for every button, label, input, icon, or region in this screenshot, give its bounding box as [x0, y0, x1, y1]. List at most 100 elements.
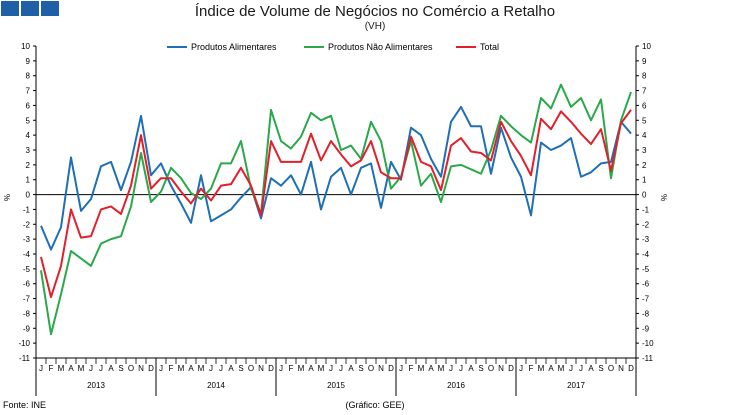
x-tick-label: A [68, 364, 74, 373]
x-tick-label: S [598, 364, 603, 373]
y-tick-label-right: 5 [642, 116, 647, 125]
chart-legend: Produtos Alimentares Produtos Não Alimen… [0, 42, 750, 56]
y-tick-label-right: -4 [642, 250, 650, 259]
x-tick-label: O [368, 364, 374, 373]
x-tick-label: D [148, 364, 154, 373]
logo-square [41, 1, 59, 16]
y-tick-label-left: -11 [19, 354, 31, 363]
x-tick-label: M [298, 364, 305, 373]
y-tick-label-left: 1 [26, 176, 31, 185]
series-line-produtos-n-o-alimentares [40, 83, 632, 336]
x-tick-label: N [618, 364, 624, 373]
x-tick-label: F [289, 364, 294, 373]
year-label: 2013 [87, 381, 105, 390]
y-tick-label-left: -8 [23, 309, 31, 318]
y-tick-label-right: 7 [642, 87, 647, 96]
y-tick-label-left: -1 [23, 205, 31, 214]
x-tick-label: S [478, 364, 483, 373]
y-tick-label-left: 7 [26, 87, 31, 96]
y-tick-label-right: 2 [642, 161, 647, 170]
y-tick-label-left: 8 [26, 72, 31, 81]
y-tick-label-left: -7 [23, 295, 31, 304]
x-tick-label: M [538, 364, 545, 373]
legend-item-total: Total [456, 42, 499, 52]
x-tick-label: J [339, 364, 343, 373]
legend-label: Produtos Alimentares [191, 42, 277, 52]
x-tick-label: O [128, 364, 134, 373]
x-tick-label: M [438, 364, 445, 373]
y-tick-label-right: 9 [642, 57, 647, 66]
x-tick-label: F [169, 364, 174, 373]
year-label: 2017 [567, 381, 585, 390]
legend-item-produtos-nao-alimentares: Produtos Não Alimentares [304, 42, 433, 52]
logo-square [21, 1, 39, 16]
x-tick-label: A [468, 364, 474, 373]
y-tick-label-right: -11 [642, 354, 654, 363]
x-tick-label: M [178, 364, 185, 373]
x-tick-label: A [108, 364, 114, 373]
legend-swatch [456, 46, 476, 48]
x-tick-label: N [498, 364, 504, 373]
brand-logo [1, 1, 59, 16]
y-tick-label-left: 4 [26, 131, 31, 140]
y-tick-label-left: -9 [23, 324, 31, 333]
y-tick-label-right: -10 [642, 339, 654, 348]
y-tick-label-right: -9 [642, 324, 650, 333]
x-tick-label: N [378, 364, 384, 373]
year-label: 2015 [327, 381, 345, 390]
x-tick-label: O [608, 364, 614, 373]
x-tick-label: A [588, 364, 594, 373]
x-tick-label: A [548, 364, 554, 373]
x-tick-label: O [248, 364, 254, 373]
x-tick-label: J [329, 364, 333, 373]
chart-subtitle: (VH) [364, 21, 386, 32]
y-axis-label-left: % [3, 194, 12, 201]
y-tick-label-left: 9 [26, 57, 31, 66]
legend-label: Total [480, 42, 500, 52]
legend-swatch [167, 46, 187, 48]
x-tick-label: A [228, 364, 234, 373]
y-tick-label-right: -7 [642, 295, 650, 304]
x-tick-label: M [318, 364, 325, 373]
x-tick-label: J [159, 364, 163, 373]
x-tick-label: M [418, 364, 425, 373]
x-tick-label: S [238, 364, 243, 373]
chart-title: Índice de Volume de Negócios no Comércio… [194, 3, 556, 20]
y-tick-label-left: -3 [23, 235, 31, 244]
x-tick-label: J [209, 364, 213, 373]
y-tick-label-left: -2 [23, 220, 31, 229]
y-tick-label-left: 0 [26, 191, 31, 200]
y-tick-label-right: 10 [642, 42, 651, 51]
source-note: Fonte: INE [3, 400, 47, 410]
x-tick-label: J [219, 364, 223, 373]
x-tick-label: D [388, 364, 394, 373]
y-tick-label-right: -2 [642, 220, 650, 229]
x-tick-label: M [198, 364, 205, 373]
y-tick-label-right: 0 [642, 191, 647, 200]
y-tick-label-left: -4 [23, 250, 31, 259]
x-tick-label: N [258, 364, 264, 373]
x-tick-label: J [39, 364, 43, 373]
year-label: 2014 [207, 381, 225, 390]
credit-note: (Gráfico: GEE) [345, 400, 405, 410]
x-tick-label: D [268, 364, 274, 373]
logo-square [1, 1, 19, 16]
x-tick-label: J [449, 364, 453, 373]
y-tick-label-right: 4 [642, 131, 647, 140]
y-tick-label-right: -1 [642, 205, 650, 214]
x-tick-label: F [49, 364, 54, 373]
x-tick-label: J [569, 364, 573, 373]
x-tick-label: M [58, 364, 65, 373]
x-tick-label: J [399, 364, 403, 373]
y-tick-label-left: -5 [23, 265, 31, 274]
x-tick-label: J [579, 364, 583, 373]
year-label: 2016 [447, 381, 465, 390]
y-tick-label-right: 1 [642, 176, 647, 185]
y-tick-label-left: 5 [26, 116, 31, 125]
legend-label: Produtos Não Alimentares [328, 42, 433, 52]
x-tick-label: M [78, 364, 85, 373]
y-tick-label-right: -8 [642, 309, 650, 318]
x-tick-label: S [118, 364, 123, 373]
y-tick-label-right: -3 [642, 235, 650, 244]
y-tick-label-right: -6 [642, 280, 650, 289]
